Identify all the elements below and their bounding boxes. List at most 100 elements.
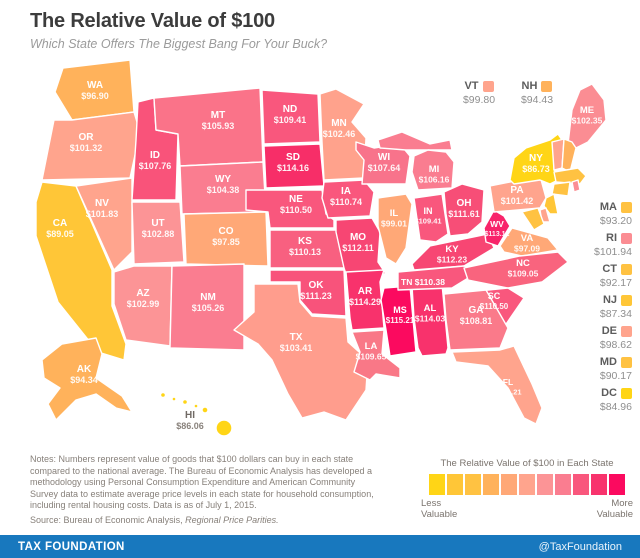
svg-text:$103.41: $103.41	[280, 343, 313, 353]
svg-text:VA: VA	[521, 233, 534, 244]
state-label-AR: AR$114.29	[349, 286, 381, 307]
state-OK[interactable]	[269, 269, 347, 317]
svg-text:WV: WV	[490, 219, 504, 229]
svg-text:$104.38: $104.38	[207, 185, 240, 195]
state-AK[interactable]	[41, 337, 133, 421]
state-CT[interactable]	[551, 181, 571, 197]
state-HI-island[interactable]	[215, 419, 233, 437]
state-HI-island[interactable]	[193, 403, 199, 409]
svg-text:NY: NY	[529, 153, 543, 164]
state-CO[interactable]	[183, 211, 269, 267]
svg-text:NC: NC	[516, 258, 530, 269]
legend-swatch-10	[591, 474, 607, 495]
state-AL[interactable]	[411, 283, 449, 357]
svg-text:$110.50: $110.50	[480, 302, 509, 311]
state-TX[interactable]	[233, 283, 369, 421]
legend-swatch-3	[465, 474, 481, 495]
callout-value: $87.34	[599, 308, 632, 320]
svg-text:$110.50: $110.50	[280, 205, 312, 215]
state-AR[interactable]	[345, 269, 385, 331]
svg-text:ME: ME	[580, 105, 594, 116]
state-label-OR: OR$101.32	[70, 132, 103, 153]
footer-bar: TAX FOUNDATION @TaxFoundation	[0, 535, 640, 558]
svg-text:$86.73: $86.73	[522, 164, 550, 174]
state-FL[interactable]	[451, 345, 543, 425]
svg-text:$86.06: $86.06	[176, 421, 204, 431]
svg-text:$114.29: $114.29	[349, 297, 381, 307]
state-label-UT: UT$102.88	[142, 218, 175, 239]
svg-text:$101.42: $101.42	[501, 196, 534, 206]
state-MI[interactable]	[411, 149, 455, 191]
state-TN[interactable]	[397, 265, 479, 291]
state-IL[interactable]	[377, 193, 413, 265]
state-HI-island[interactable]	[159, 391, 167, 399]
state-label-ND: ND$109.41	[274, 104, 307, 125]
footer-brand: TAX FOUNDATION	[18, 540, 125, 553]
svg-text:$101.83: $101.83	[86, 209, 119, 219]
svg-text:UT: UT	[151, 218, 164, 229]
svg-text:$111.23: $111.23	[300, 291, 332, 301]
callout-NJ: NJ $87.34	[600, 294, 632, 320]
state-label-IL: IL$99.01	[381, 208, 407, 229]
state-label-NE: NE$110.50	[280, 194, 312, 215]
state-IN[interactable]	[413, 193, 449, 243]
state-OH[interactable]	[443, 183, 485, 237]
state-RI[interactable]	[571, 179, 581, 193]
state-label-MN: MN$102.46	[323, 118, 356, 139]
svg-text:IL: IL	[390, 208, 399, 219]
state-GA[interactable]	[443, 289, 509, 351]
svg-text:$97.09: $97.09	[514, 244, 540, 254]
svg-text:$101.32: $101.32	[70, 143, 103, 153]
state-VA[interactable]	[499, 227, 559, 257]
state-ND[interactable]	[261, 89, 321, 145]
svg-text:$109.05: $109.05	[508, 269, 539, 279]
state-HI-island[interactable]	[181, 398, 189, 406]
svg-text:NM: NM	[200, 292, 216, 303]
state-NC[interactable]	[463, 251, 569, 289]
notes-text: Notes: Numbers represent value of goods …	[30, 454, 374, 511]
callout-swatch	[621, 325, 632, 337]
state-label-AK: AK$94.34	[70, 364, 98, 385]
svg-text:OH: OH	[457, 198, 472, 209]
state-label-FL: FL$101.21	[494, 377, 521, 397]
callout-swatch	[621, 232, 632, 244]
state-WA[interactable]	[54, 59, 135, 121]
state-MD[interactable]	[521, 207, 545, 231]
svg-text:NV: NV	[95, 198, 109, 209]
state-label-NV: NV$101.83	[86, 198, 119, 219]
svg-text:SD: SD	[286, 152, 300, 163]
page-subtitle: Which State Offers The Biggest Bang For …	[30, 37, 328, 51]
svg-text:IN: IN	[424, 206, 433, 216]
state-HI-island[interactable]	[171, 396, 177, 402]
svg-text:ND: ND	[283, 104, 297, 115]
state-NJ[interactable]	[543, 193, 559, 215]
svg-text:$112.23: $112.23	[437, 255, 468, 265]
legend-swatch-5	[501, 474, 517, 495]
state-NM[interactable]	[169, 263, 245, 351]
state-NV[interactable]	[75, 177, 133, 271]
svg-text:$102.35: $102.35	[572, 116, 603, 126]
callout-CT: CT $92.17	[600, 263, 632, 289]
svg-text:$105.26: $105.26	[192, 303, 225, 313]
state-MO[interactable]	[335, 217, 387, 275]
state-CA[interactable]	[35, 181, 127, 361]
legend-swatch-9	[573, 474, 589, 495]
svg-text:NE: NE	[289, 194, 303, 205]
svg-text:$94.34: $94.34	[70, 375, 98, 385]
svg-text:$113.12: $113.12	[485, 231, 510, 238]
state-label-IA: IA$110.74	[330, 186, 362, 207]
state-HI-island[interactable]	[201, 406, 209, 414]
state-NH[interactable]	[561, 138, 577, 173]
svg-text:$107.64: $107.64	[368, 163, 401, 173]
state-ME[interactable]	[567, 83, 607, 149]
svg-text:$109.41: $109.41	[274, 115, 307, 125]
state-MI[interactable]	[377, 131, 453, 151]
state-UT[interactable]	[131, 201, 185, 265]
state-MN[interactable]	[319, 88, 367, 181]
footer-twitter-handle[interactable]: @TaxFoundation	[538, 540, 622, 553]
legend-swatch-2	[447, 474, 463, 495]
svg-text:KY: KY	[445, 244, 459, 255]
callout-value: $92.17	[599, 277, 632, 289]
state-LA[interactable]	[351, 329, 401, 381]
callout-swatch	[621, 294, 632, 306]
